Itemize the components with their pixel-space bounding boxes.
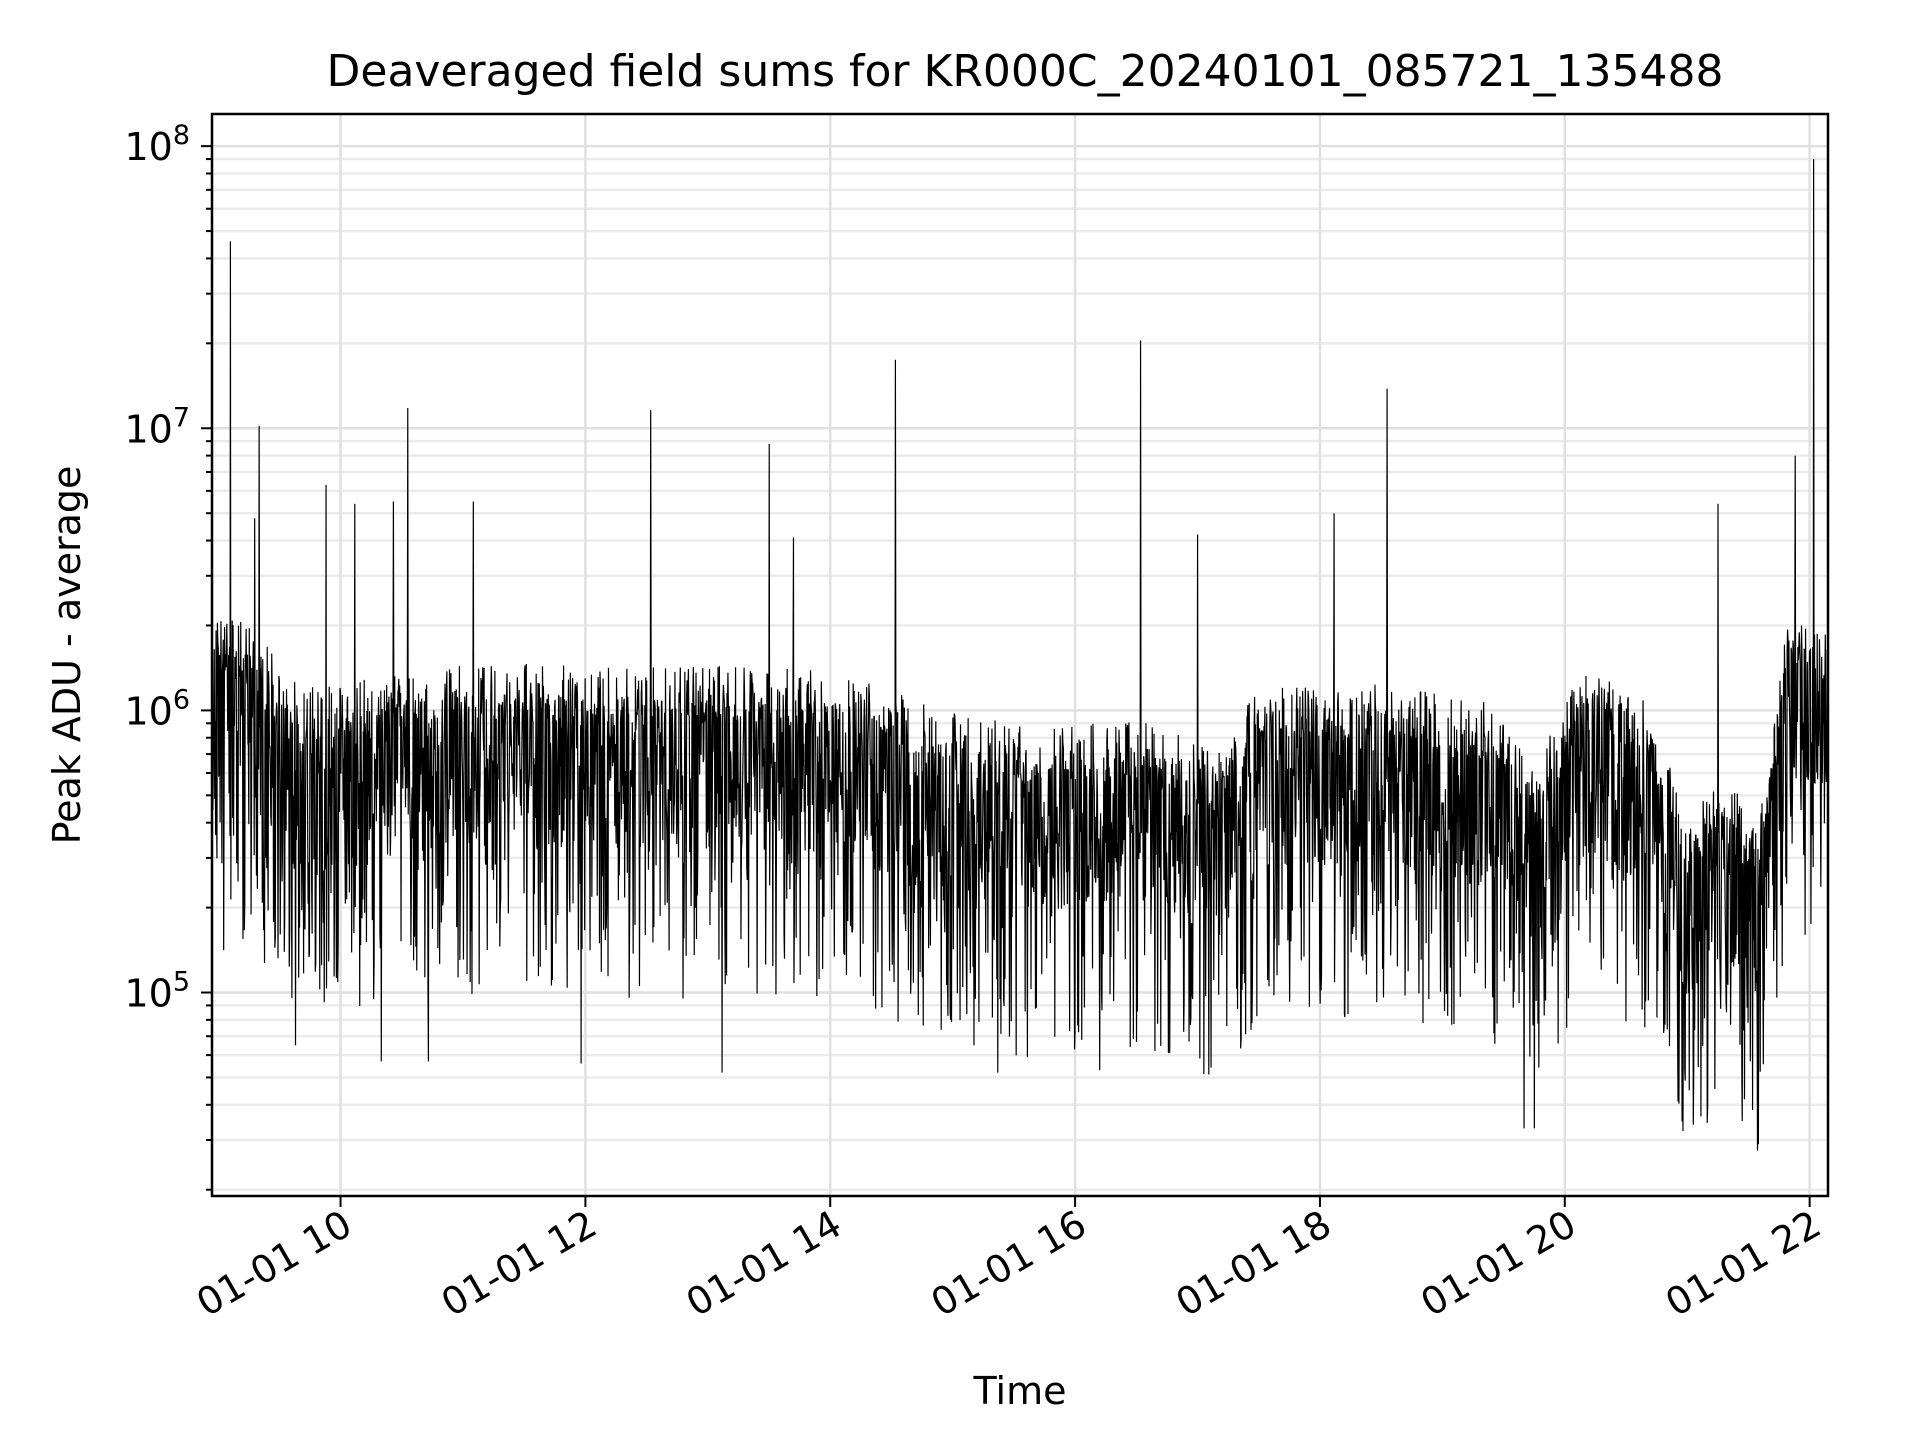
x-tick-label: 01-01 12 [434, 1202, 604, 1326]
x-tick-labels: 01-01 10 01-01 12 01-01 14 01-01 16 01-01 18… [189, 1202, 1828, 1326]
x-tick-label: 01-01 22 [1658, 1202, 1828, 1326]
ticks [201, 145, 1811, 1207]
y-axis-label: Peak ADU - average [45, 466, 89, 845]
y-tick-labels: 105 106 107 108 [124, 120, 190, 1015]
y-tick-label: 108 [124, 120, 190, 169]
y-tick-label: 107 [124, 402, 190, 451]
x-tick-label: 01-01 16 [924, 1202, 1094, 1326]
x-tick-label: 01-01 20 [1413, 1202, 1583, 1326]
grid [212, 114, 1828, 1196]
x-axis-label: Time [973, 1369, 1067, 1413]
y-tick-label: 105 [124, 967, 190, 1016]
x-tick-label: 01-01 10 [189, 1202, 359, 1326]
series-layer [211, 159, 1829, 1151]
x-tick-label: 01-01 14 [679, 1202, 849, 1326]
chart-title: Deaveraged field sums for KR000C_2024010… [327, 46, 1724, 97]
series-line [211, 159, 1829, 1151]
x-tick-label: 01-01 18 [1168, 1202, 1338, 1326]
y-tick-label: 106 [124, 684, 190, 733]
plot-frame [210, 112, 1830, 1198]
